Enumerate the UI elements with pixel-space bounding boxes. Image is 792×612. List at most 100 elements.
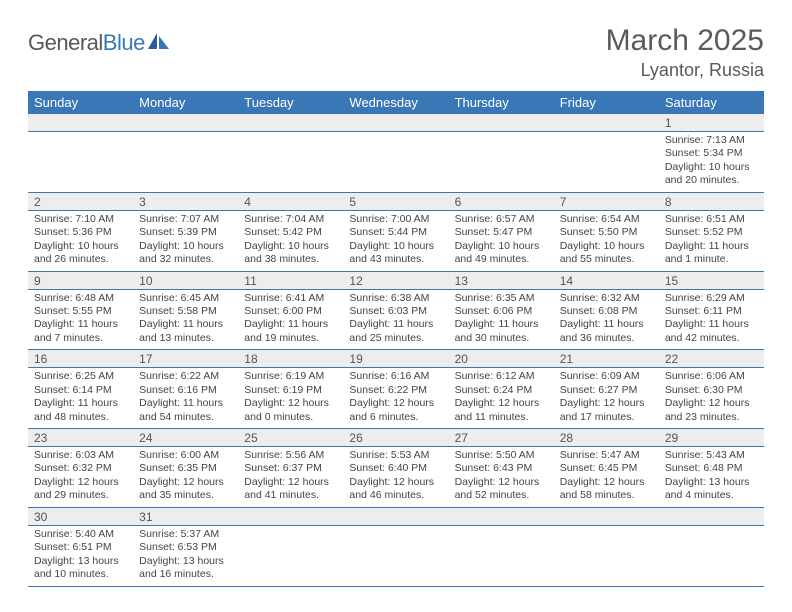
day-number: 4 <box>238 193 343 210</box>
day-detail-cell <box>449 132 554 193</box>
day-number-cell: 18 <box>238 350 343 368</box>
sunset-text: Sunset: 5:55 PM <box>34 305 127 318</box>
day-detail-row: Sunrise: 6:25 AMSunset: 6:14 PMDaylight:… <box>28 368 764 429</box>
day-number: 5 <box>343 193 448 210</box>
day-detail-cell: Sunrise: 7:00 AMSunset: 5:44 PMDaylight:… <box>343 210 448 271</box>
daylight-text: Daylight: 11 hours and 25 minutes. <box>349 318 442 345</box>
day-number: 6 <box>449 193 554 210</box>
day-number: 3 <box>133 193 238 210</box>
sunset-text: Sunset: 5:47 PM <box>455 226 548 239</box>
weekday-header: Wednesday <box>343 91 448 114</box>
daylight-text: Daylight: 12 hours and 11 minutes. <box>455 397 548 424</box>
day-number: 29 <box>659 429 764 446</box>
sunrise-text: Sunrise: 6:03 AM <box>34 449 127 462</box>
day-number-cell: 6 <box>449 192 554 210</box>
day-number-cell: 14 <box>554 271 659 289</box>
day-number: 21 <box>554 350 659 367</box>
sunset-text: Sunset: 5:34 PM <box>665 147 758 160</box>
location: Lyantor, Russia <box>606 60 764 81</box>
day-detail: Sunrise: 6:25 AMSunset: 6:14 PMDaylight:… <box>28 368 133 428</box>
day-detail-cell: Sunrise: 6:03 AMSunset: 6:32 PMDaylight:… <box>28 447 133 508</box>
sunset-text: Sunset: 6:22 PM <box>349 384 442 397</box>
sunset-text: Sunset: 6:08 PM <box>560 305 653 318</box>
day-number-row: 16171819202122 <box>28 350 764 368</box>
sunset-text: Sunset: 6:03 PM <box>349 305 442 318</box>
weekday-header-row: Sunday Monday Tuesday Wednesday Thursday… <box>28 91 764 114</box>
day-number-row: 2345678 <box>28 192 764 210</box>
day-detail-cell: Sunrise: 5:50 AMSunset: 6:43 PMDaylight:… <box>449 447 554 508</box>
day-detail-cell: Sunrise: 6:16 AMSunset: 6:22 PMDaylight:… <box>343 368 448 429</box>
sunrise-text: Sunrise: 7:07 AM <box>139 213 232 226</box>
day-number-cell: 21 <box>554 350 659 368</box>
day-number-cell: 5 <box>343 192 448 210</box>
day-detail-cell: Sunrise: 7:04 AMSunset: 5:42 PMDaylight:… <box>238 210 343 271</box>
sunset-text: Sunset: 6:35 PM <box>139 462 232 475</box>
logo-word2: Blue <box>103 30 145 55</box>
day-detail-cell: Sunrise: 5:53 AMSunset: 6:40 PMDaylight:… <box>343 447 448 508</box>
daylight-text: Daylight: 11 hours and 7 minutes. <box>34 318 127 345</box>
day-detail-cell: Sunrise: 5:56 AMSunset: 6:37 PMDaylight:… <box>238 447 343 508</box>
day-detail-cell: Sunrise: 6:41 AMSunset: 6:00 PMDaylight:… <box>238 289 343 350</box>
day-detail: Sunrise: 6:38 AMSunset: 6:03 PMDaylight:… <box>343 290 448 350</box>
day-detail-cell: Sunrise: 6:09 AMSunset: 6:27 PMDaylight:… <box>554 368 659 429</box>
day-number: 20 <box>449 350 554 367</box>
sunset-text: Sunset: 6:24 PM <box>455 384 548 397</box>
day-number-cell <box>133 114 238 132</box>
day-detail-row: Sunrise: 6:48 AMSunset: 5:55 PMDaylight:… <box>28 289 764 350</box>
sunrise-text: Sunrise: 5:56 AM <box>244 449 337 462</box>
daylight-text: Daylight: 12 hours and 23 minutes. <box>665 397 758 424</box>
weekday-header: Friday <box>554 91 659 114</box>
day-detail: Sunrise: 6:19 AMSunset: 6:19 PMDaylight:… <box>238 368 343 428</box>
day-number: 17 <box>133 350 238 367</box>
day-number-cell: 13 <box>449 271 554 289</box>
daylight-text: Daylight: 12 hours and 52 minutes. <box>455 476 548 503</box>
sunset-text: Sunset: 6:45 PM <box>560 462 653 475</box>
day-detail: Sunrise: 6:03 AMSunset: 6:32 PMDaylight:… <box>28 447 133 507</box>
day-detail-cell: Sunrise: 6:12 AMSunset: 6:24 PMDaylight:… <box>449 368 554 429</box>
daylight-text: Daylight: 10 hours and 20 minutes. <box>665 161 758 188</box>
sunset-text: Sunset: 6:32 PM <box>34 462 127 475</box>
day-detail: Sunrise: 6:54 AMSunset: 5:50 PMDaylight:… <box>554 211 659 271</box>
calendar-table: Sunday Monday Tuesday Wednesday Thursday… <box>28 91 764 587</box>
sunset-text: Sunset: 5:52 PM <box>665 226 758 239</box>
day-number: 24 <box>133 429 238 446</box>
daylight-text: Daylight: 10 hours and 43 minutes. <box>349 240 442 267</box>
day-number: 19 <box>343 350 448 367</box>
day-detail: Sunrise: 6:09 AMSunset: 6:27 PMDaylight:… <box>554 368 659 428</box>
daylight-text: Daylight: 12 hours and 35 minutes. <box>139 476 232 503</box>
day-number-cell <box>554 114 659 132</box>
logo-text: GeneralBlue <box>28 30 145 56</box>
sunset-text: Sunset: 6:19 PM <box>244 384 337 397</box>
day-number-cell: 19 <box>343 350 448 368</box>
day-number-cell: 29 <box>659 429 764 447</box>
day-detail-cell <box>449 525 554 586</box>
day-number-cell: 3 <box>133 192 238 210</box>
sunrise-text: Sunrise: 6:09 AM <box>560 370 653 383</box>
sunrise-text: Sunrise: 6:32 AM <box>560 292 653 305</box>
sunrise-text: Sunrise: 7:04 AM <box>244 213 337 226</box>
day-detail-cell <box>659 525 764 586</box>
sunrise-text: Sunrise: 6:16 AM <box>349 370 442 383</box>
day-detail: Sunrise: 6:12 AMSunset: 6:24 PMDaylight:… <box>449 368 554 428</box>
day-detail-row: Sunrise: 6:03 AMSunset: 6:32 PM Daylight:… <box>28 447 764 508</box>
day-number-cell <box>28 114 133 132</box>
day-number-cell: 4 <box>238 192 343 210</box>
day-number: 26 <box>343 429 448 446</box>
sunrise-text: Sunrise: 5:40 AM <box>34 528 127 541</box>
sunrise-text: Sunrise: 6:57 AM <box>455 213 548 226</box>
day-detail-cell: Sunrise: 6:29 AMSunset: 6:11 PMDaylight:… <box>659 289 764 350</box>
daylight-text: Daylight: 10 hours and 38 minutes. <box>244 240 337 267</box>
sunset-text: Sunset: 5:50 PM <box>560 226 653 239</box>
daylight-text: Daylight: 12 hours and 17 minutes. <box>560 397 653 424</box>
title-block: March 2025 Lyantor, Russia <box>606 24 764 81</box>
daylight-text: Daylight: 10 hours and 49 minutes. <box>455 240 548 267</box>
day-number-row: 1 <box>28 114 764 132</box>
day-detail: Sunrise: 5:53 AMSunset: 6:40 PMDaylight:… <box>343 447 448 507</box>
day-number: 30 <box>28 508 133 525</box>
calendar-body: 1Sunrise: 7:13 AMSunset: 5:34 PMDaylight… <box>28 114 764 586</box>
day-number-cell: 9 <box>28 271 133 289</box>
day-number-cell <box>449 114 554 132</box>
daylight-text: Daylight: 13 hours and 4 minutes. <box>665 476 758 503</box>
day-number: 10 <box>133 272 238 289</box>
day-number: 8 <box>659 193 764 210</box>
